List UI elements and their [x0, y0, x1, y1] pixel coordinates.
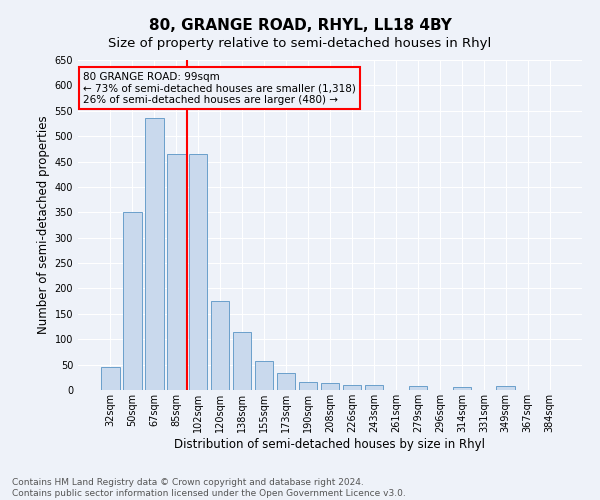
Bar: [343, 385, 361, 390]
Bar: [101, 367, 119, 390]
Bar: [409, 386, 427, 390]
Bar: [299, 382, 317, 390]
Bar: [320, 383, 340, 390]
Bar: [167, 154, 185, 390]
Bar: [189, 154, 208, 390]
Text: Size of property relative to semi-detached houses in Rhyl: Size of property relative to semi-detach…: [109, 38, 491, 51]
Text: 80 GRANGE ROAD: 99sqm
← 73% of semi-detached houses are smaller (1,318)
26% of s: 80 GRANGE ROAD: 99sqm ← 73% of semi-deta…: [83, 72, 356, 105]
X-axis label: Distribution of semi-detached houses by size in Rhyl: Distribution of semi-detached houses by …: [175, 438, 485, 450]
Bar: [452, 388, 471, 390]
Text: 80, GRANGE ROAD, RHYL, LL18 4BY: 80, GRANGE ROAD, RHYL, LL18 4BY: [149, 18, 451, 32]
Bar: [277, 373, 295, 390]
Bar: [123, 212, 142, 390]
Bar: [365, 385, 383, 390]
Bar: [145, 118, 164, 390]
Bar: [255, 360, 274, 390]
Bar: [211, 301, 229, 390]
Bar: [233, 332, 251, 390]
Text: Contains HM Land Registry data © Crown copyright and database right 2024.
Contai: Contains HM Land Registry data © Crown c…: [12, 478, 406, 498]
Bar: [496, 386, 515, 390]
Y-axis label: Number of semi-detached properties: Number of semi-detached properties: [37, 116, 50, 334]
